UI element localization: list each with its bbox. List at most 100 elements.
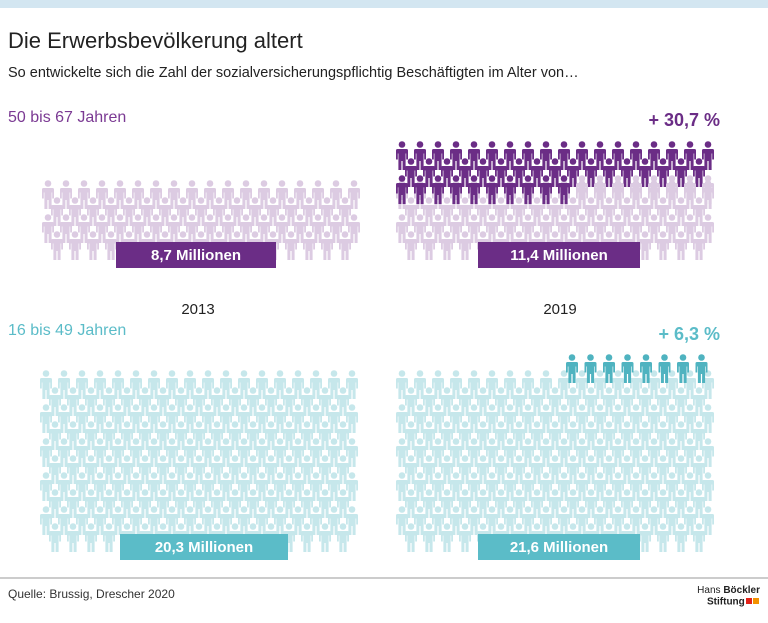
person-icon	[630, 404, 642, 433]
person-icon	[132, 180, 144, 209]
person-icon	[301, 455, 313, 484]
person-icon	[423, 523, 435, 552]
person-icon	[486, 472, 498, 501]
person-icon	[441, 158, 453, 187]
person-icon	[531, 421, 543, 450]
person-icon	[130, 472, 142, 501]
year-label: 2013	[181, 301, 214, 318]
person-icon	[94, 370, 106, 399]
person-icon	[76, 506, 88, 535]
person-icon	[612, 370, 624, 399]
person-icon	[240, 180, 252, 209]
person-icon	[238, 506, 250, 535]
person-icon	[450, 404, 462, 433]
person-icon	[292, 438, 304, 467]
person-icon	[130, 404, 142, 433]
person-icon	[423, 455, 435, 484]
person-icon	[238, 404, 250, 433]
person-icon	[639, 387, 651, 416]
person-icon	[184, 438, 196, 467]
person-icon	[549, 421, 561, 450]
person-icon	[441, 387, 453, 416]
person-icon	[330, 180, 342, 209]
person-icon	[639, 421, 651, 450]
person-icon	[468, 370, 480, 399]
person-icon	[58, 472, 70, 501]
person-icon	[310, 404, 322, 433]
person-icon	[540, 438, 552, 467]
person-icon	[40, 404, 52, 433]
person-icon	[139, 489, 151, 518]
person-icon	[186, 180, 198, 209]
person-icon	[405, 231, 417, 260]
person-icon	[157, 387, 169, 416]
person-icon	[504, 472, 516, 501]
person-icon	[76, 404, 88, 433]
person-icon	[310, 438, 322, 467]
person-icon	[310, 472, 322, 501]
person-icon	[240, 214, 252, 243]
person-icon	[522, 214, 534, 243]
person-icon	[468, 404, 480, 433]
person-icon	[504, 438, 516, 467]
person-icon	[684, 438, 696, 467]
person-icon	[423, 387, 435, 416]
value-box	[478, 534, 640, 560]
person-icon	[675, 197, 687, 226]
person-icon	[558, 472, 570, 501]
person-icon	[414, 506, 426, 535]
person-icon	[693, 421, 705, 450]
person-icon	[193, 489, 205, 518]
person-icon	[276, 214, 288, 243]
person-icon	[477, 455, 489, 484]
person-icon	[675, 523, 687, 552]
person-icon	[67, 455, 79, 484]
person-icon	[175, 387, 187, 416]
person-icon	[330, 214, 342, 243]
person-icon	[112, 370, 124, 399]
person-icon	[103, 387, 115, 416]
person-icon	[184, 370, 196, 399]
person-icon	[576, 472, 588, 501]
person-icon	[621, 197, 633, 226]
person-icon	[195, 197, 207, 226]
person-icon	[477, 387, 489, 416]
person-icon	[112, 506, 124, 535]
person-icon	[292, 404, 304, 433]
value-label: 8,7 Millionen	[151, 247, 241, 264]
person-icon	[213, 197, 225, 226]
person-icon	[594, 438, 606, 467]
person-icon	[414, 214, 426, 243]
person-icon	[603, 197, 615, 226]
person-icon	[150, 180, 162, 209]
person-icon	[432, 370, 444, 399]
person-icon	[567, 387, 579, 416]
value-label: 11,4 Millionen	[510, 247, 608, 264]
person-icon	[148, 506, 160, 535]
person-icon	[630, 370, 642, 399]
person-icon	[576, 438, 588, 467]
person-icon	[405, 489, 417, 518]
person-icon	[51, 231, 63, 260]
person-icon	[450, 438, 462, 467]
person-icon	[468, 141, 480, 170]
person-icon	[247, 489, 259, 518]
person-icon	[58, 370, 70, 399]
person-icon	[639, 455, 651, 484]
person-icon	[576, 404, 588, 433]
person-icon	[222, 180, 234, 209]
person-icon	[184, 404, 196, 433]
person-icon	[666, 404, 678, 433]
person-icon	[328, 438, 340, 467]
person-icon	[666, 438, 678, 467]
subtitle: So entwickelte sich die Zahl der sozialv…	[8, 65, 579, 81]
person-icon	[585, 197, 597, 226]
person-icon	[450, 141, 462, 170]
person-icon	[684, 214, 696, 243]
person-icon	[222, 214, 234, 243]
person-icon	[567, 489, 579, 518]
person-icon	[285, 231, 297, 260]
person-icon	[249, 197, 261, 226]
person-icon	[468, 438, 480, 467]
person-icon	[702, 506, 714, 535]
